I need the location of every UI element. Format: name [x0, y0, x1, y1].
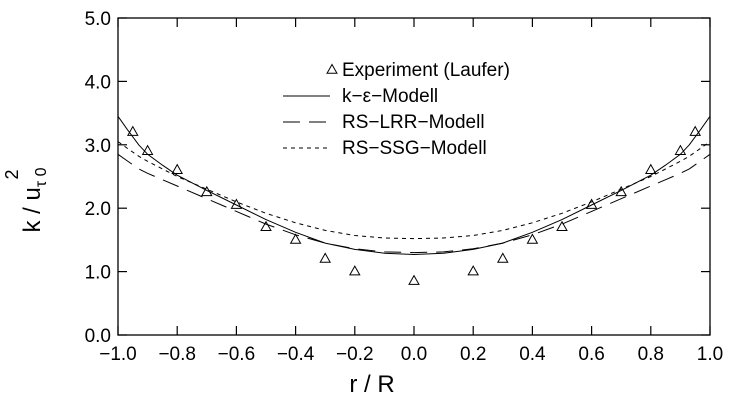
experiment-point — [171, 163, 184, 174]
svg-text:k / uτ 02: k / uτ 0 2 — [2, 167, 50, 232]
x-tick-label: −0.6 — [218, 344, 256, 365]
x-tick-label: −1.0 — [99, 344, 137, 365]
x-tick-label: 0.4 — [519, 344, 546, 365]
experiment-point — [260, 220, 272, 232]
experiment-point — [348, 265, 361, 276]
experiment-point — [467, 265, 480, 276]
x-tick-label: 0.8 — [638, 344, 664, 365]
y-tick-label: 2.0 — [85, 199, 111, 220]
x-tick-label: 1.0 — [697, 344, 723, 365]
series-line-1 — [117, 116, 711, 256]
experiment-point — [126, 125, 139, 136]
y-axis-title: k / uτ 0 2 — [2, 167, 50, 232]
legend-entry: Experiment (Laufer) — [342, 60, 510, 81]
legend-marker — [326, 63, 338, 74]
y-axis-title-sup: 2 — [2, 169, 22, 179]
y-tick-label: 4.0 — [85, 72, 111, 93]
experiment-point — [496, 252, 509, 263]
series-line-2 — [117, 153, 711, 254]
legend-entry: RS−LRR−Modell — [342, 112, 485, 133]
x-tick-label: 0.6 — [578, 344, 604, 365]
x-axis-title: r / R — [349, 371, 394, 398]
x-tick-label: 0.0 — [401, 344, 427, 365]
legend-entry: RS−SSG−Modell — [342, 138, 487, 159]
x-tick-label: −0.2 — [336, 344, 374, 365]
x-tick-label: −0.4 — [277, 344, 315, 365]
y-axis-title-sub: τ 0 — [33, 167, 50, 187]
y-tick-label: 0.0 — [85, 326, 111, 347]
legend-entry: k−ε−Modell — [342, 86, 438, 107]
experiment-point — [319, 252, 332, 263]
x-tick-label: 0.2 — [460, 344, 486, 365]
y-axis-title-main: k / u — [19, 187, 46, 232]
x-tick-label: −0.8 — [158, 344, 196, 365]
y-tick-label: 5.0 — [85, 9, 111, 30]
experiment-point — [689, 125, 702, 136]
series-line-3 — [117, 141, 711, 240]
experiment-point — [289, 233, 302, 244]
experiment-point — [526, 233, 539, 244]
y-tick-label: 3.0 — [85, 136, 111, 157]
experiment-point — [556, 220, 568, 232]
y-tick-label: 1.0 — [85, 263, 111, 284]
experiment-point — [644, 163, 657, 174]
experiment-point — [408, 274, 420, 285]
